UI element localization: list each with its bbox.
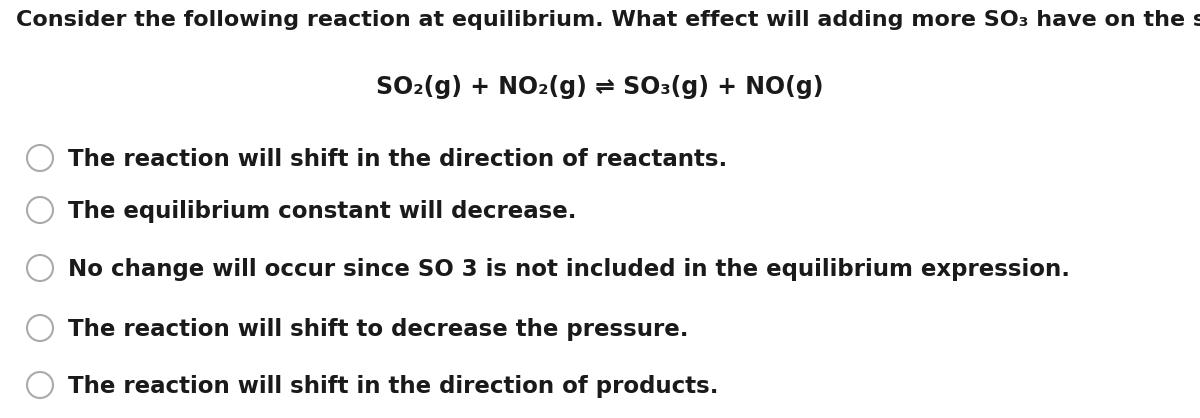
Text: SO₂(g) + NO₂(g) ⇌ SO₃(g) + NO(g): SO₂(g) + NO₂(g) ⇌ SO₃(g) + NO(g) <box>377 75 823 99</box>
Text: Consider the following reaction at equilibrium. What effect will adding more SO₃: Consider the following reaction at equil… <box>16 10 1200 31</box>
Text: The reaction will shift to decrease the pressure.: The reaction will shift to decrease the … <box>68 318 689 341</box>
Text: No change will occur since SO 3 is not included in the equilibrium expression.: No change will occur since SO 3 is not i… <box>68 258 1070 281</box>
Text: The reaction will shift in the direction of reactants.: The reaction will shift in the direction… <box>68 148 727 171</box>
Text: The reaction will shift in the direction of products.: The reaction will shift in the direction… <box>68 375 719 398</box>
Text: The equilibrium constant will decrease.: The equilibrium constant will decrease. <box>68 200 576 223</box>
